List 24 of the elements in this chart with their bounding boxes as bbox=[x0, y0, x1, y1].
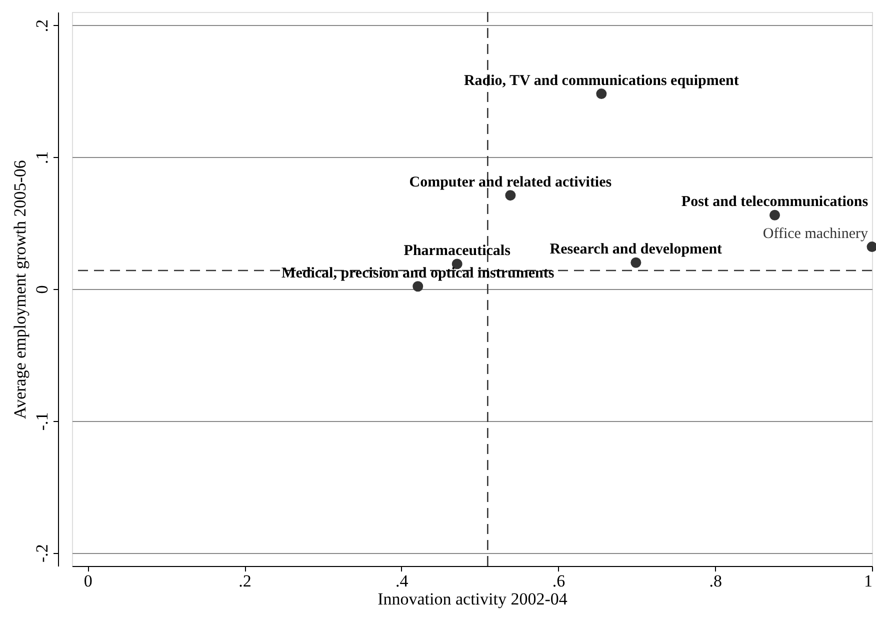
point bbox=[630, 257, 642, 268]
x-tick-label: .4 bbox=[396, 572, 409, 590]
y-tick-label: .1 bbox=[32, 151, 52, 164]
annotation: Pharmaceuticals bbox=[404, 242, 511, 259]
point bbox=[505, 190, 516, 201]
y-tick-label: .2 bbox=[32, 19, 52, 32]
y-tick-label: -.2 bbox=[32, 544, 52, 563]
x-tick-label: 0 bbox=[84, 572, 92, 590]
y-axis-title: Average employment growth 2005-06 bbox=[10, 160, 30, 419]
x-tick-label: 1 bbox=[864, 572, 872, 590]
point bbox=[412, 281, 424, 292]
point bbox=[866, 242, 876, 252]
y-tick-label: -.1 bbox=[32, 412, 52, 431]
annotation: Research and development bbox=[550, 242, 722, 258]
annotation: Computer and related activities bbox=[409, 174, 612, 190]
point bbox=[596, 88, 607, 100]
x-tick-label: .8 bbox=[709, 572, 722, 590]
annotation: Office machinery bbox=[762, 226, 868, 242]
x-tick-label: .6 bbox=[552, 572, 566, 590]
x-tick-label: .2 bbox=[238, 572, 252, 590]
annotation: Post and telecommunications bbox=[681, 194, 868, 210]
point bbox=[770, 210, 780, 220]
y-tick-label: 0 bbox=[32, 285, 52, 294]
x-axis-title: Innovation activity 2002-04 bbox=[378, 590, 568, 608]
